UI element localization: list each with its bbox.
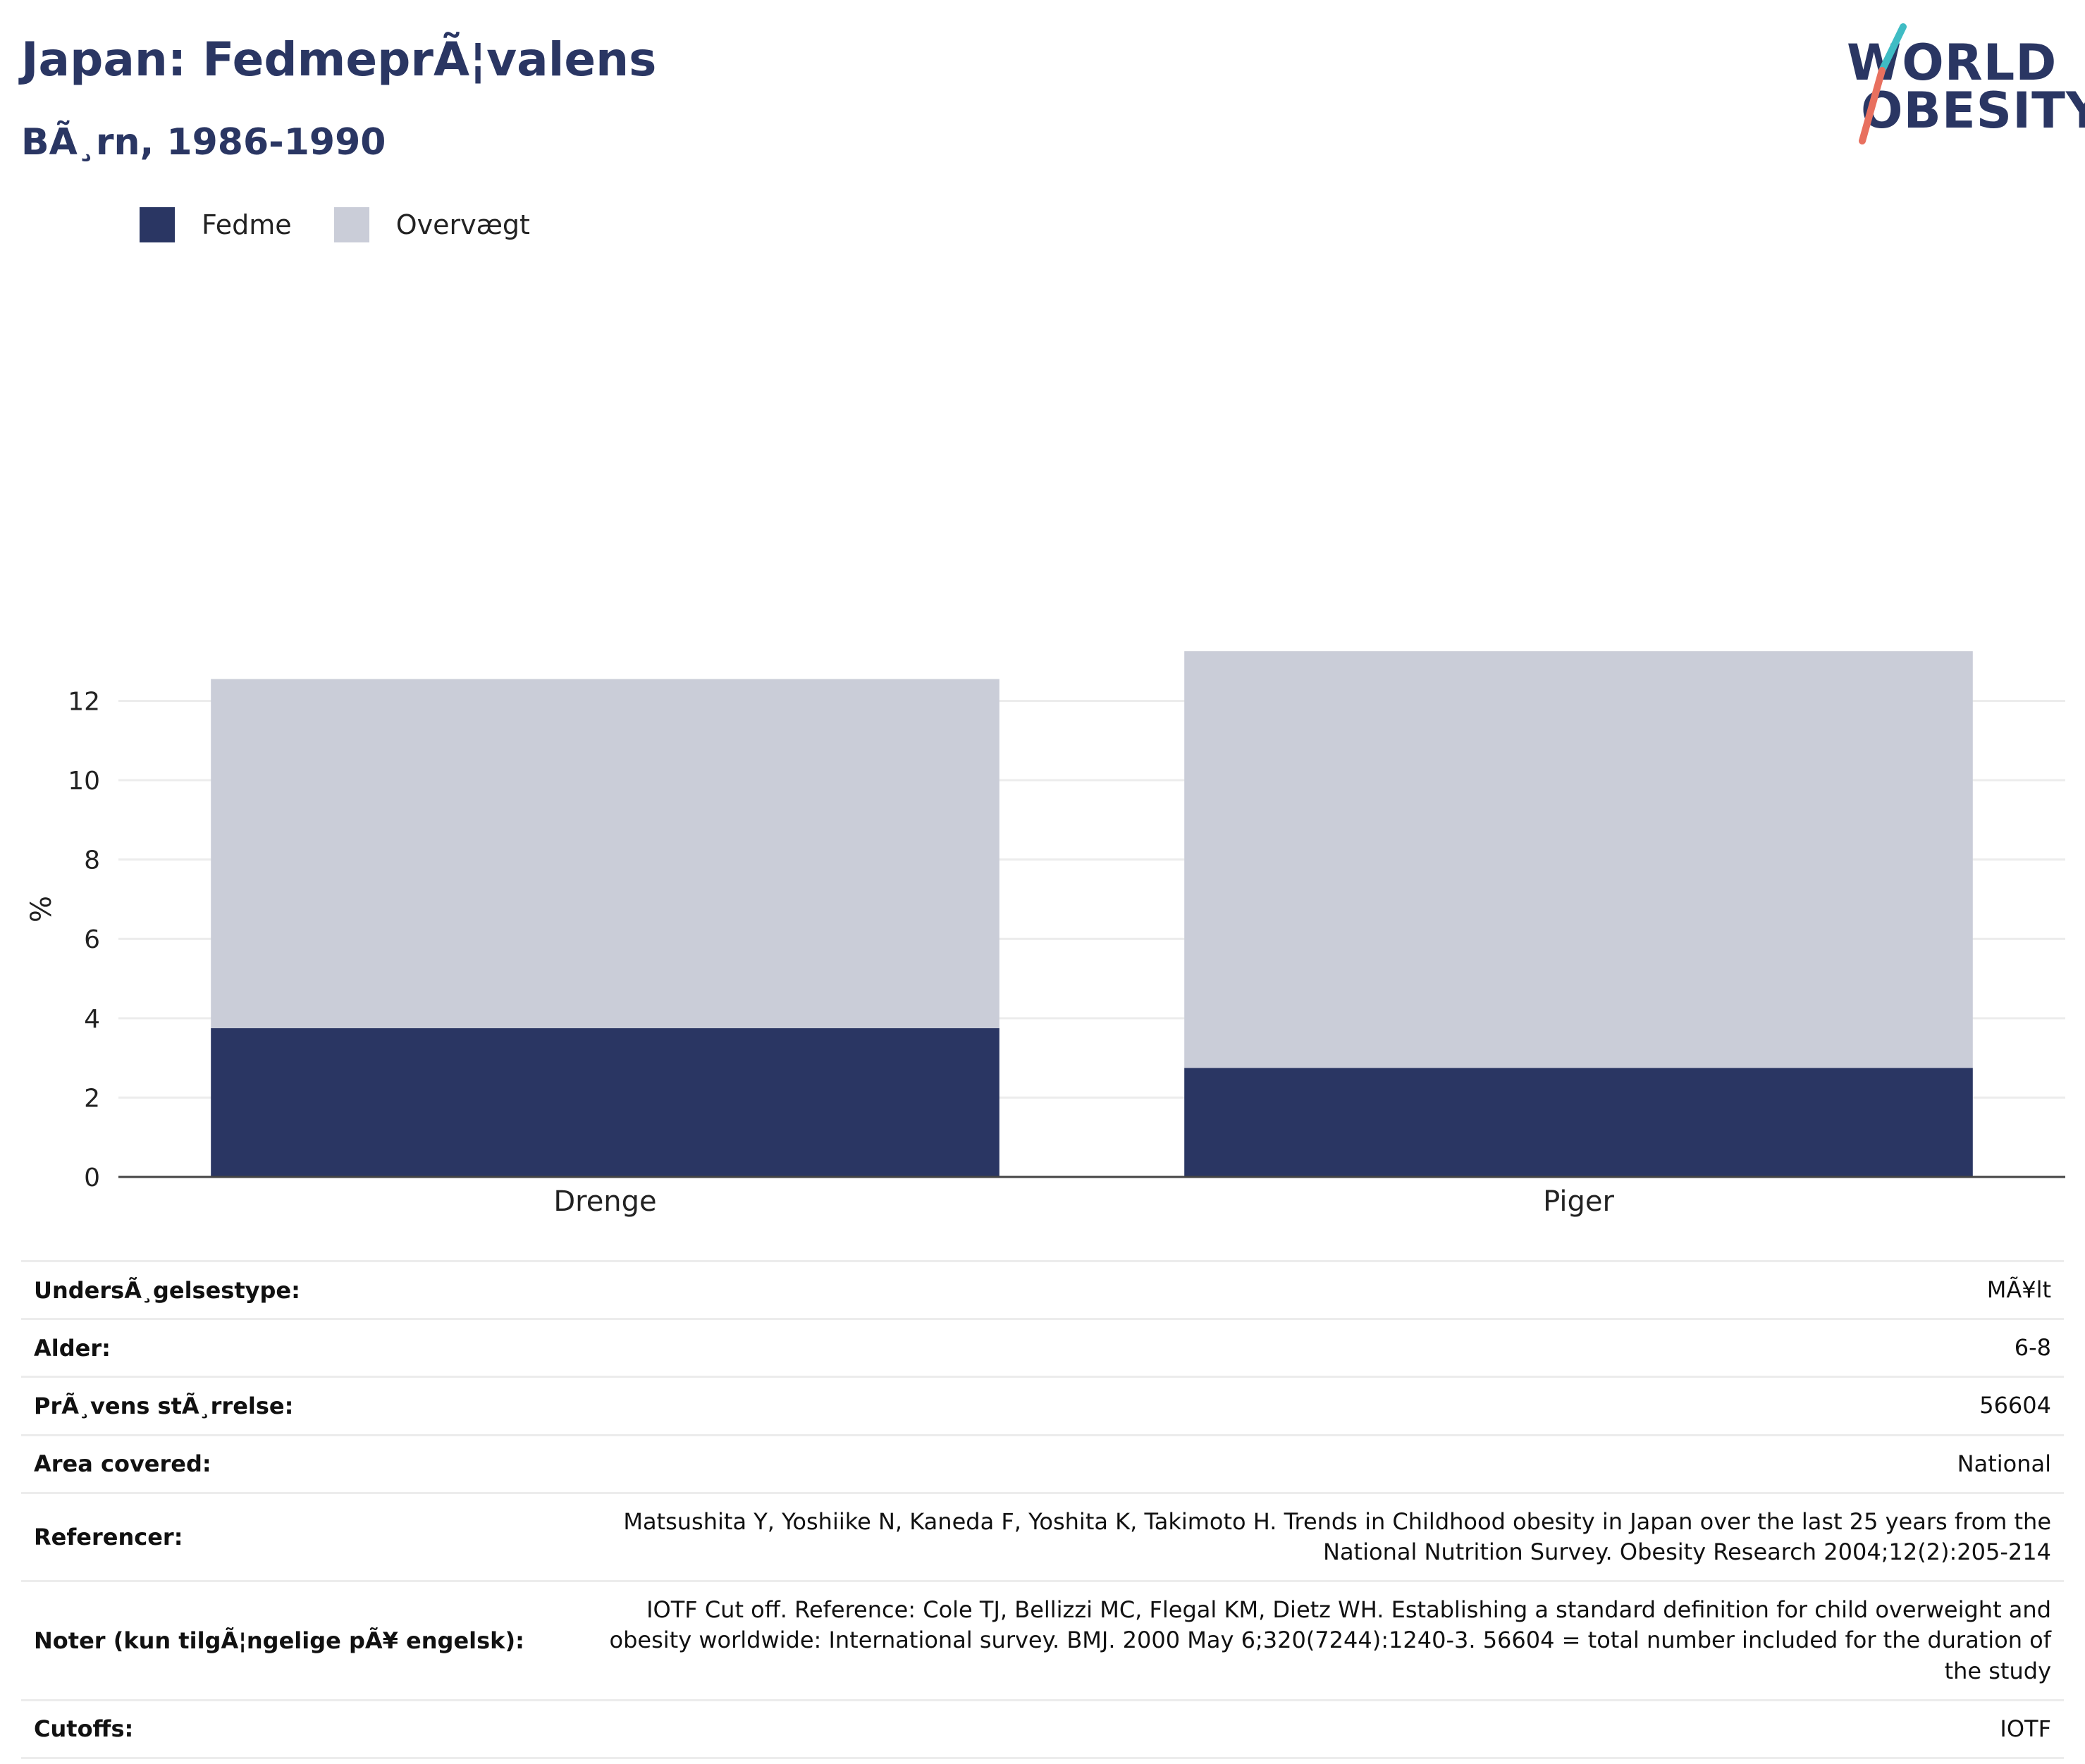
info-label: UndersÃ¸gelsestype:	[34, 1276, 300, 1304]
logo-slash-icon	[1859, 23, 1907, 144]
bar-overvaegt-drenge	[211, 679, 1000, 1028]
legend-label-fedme: Fedme	[202, 209, 292, 240]
y-tick-label: 8	[84, 846, 100, 875]
study-info-table: UndersÃ¸gelsestype: MÃ¥lt Alder: 6-8 PrÃ¸ven…	[21, 1260, 2064, 1759]
y-tick-label: 4	[84, 1005, 100, 1034]
info-row: Cutoffs: IOTF	[21, 1701, 2064, 1759]
info-value: Matsushita Y, Yoshiike N, Kaneda F, Yosh…	[623, 1507, 2051, 1565]
y-tick-label: 6	[84, 925, 100, 954]
info-label: PrÃ¸vens stÃ¸rrelse:	[34, 1392, 294, 1419]
info-value: IOTF Cut off. Reference: Cole TJ, Belliz…	[609, 1596, 2051, 1684]
info-row: UndersÃ¸gelsestype: MÃ¥lt	[21, 1260, 2064, 1321]
legend-item-overvaegt[interactable]: Overvægt	[333, 207, 530, 242]
x-tick-label: Piger	[1543, 1185, 1614, 1218]
y-tick-label: 10	[68, 767, 100, 796]
info-value: IOTF	[2000, 1715, 2051, 1742]
legend-swatch-overvaegt	[333, 207, 369, 242]
x-tick-label: Drenge	[553, 1185, 656, 1218]
info-value: 6-8	[2014, 1334, 2051, 1362]
info-row: Noter (kun tilgÃ¦ngelige pÃ¥ engelsk): IO…	[21, 1582, 2064, 1701]
info-label: Cutoffs:	[34, 1715, 134, 1743]
page-title: Japan: FedmeprÃ¦valens	[21, 32, 657, 87]
info-label: Referencer:	[34, 1523, 183, 1550]
info-row: PrÃ¸vens stÃ¸rrelse: 56604	[21, 1378, 2064, 1436]
legend-swatch-fedme	[140, 207, 175, 242]
chart-legend: Fedme Overvægt	[140, 207, 572, 242]
y-tick-label: 2	[84, 1084, 100, 1113]
info-row: Alder: 6-8	[21, 1320, 2064, 1378]
info-value: 56604	[1979, 1392, 2051, 1419]
world-obesity-logo: WORLD OBESITY	[1833, 21, 2085, 148]
y-tick-label: 12	[68, 687, 100, 716]
legend-item-fedme[interactable]: Fedme	[140, 207, 292, 242]
info-label: Noter (kun tilgÃ¦ngelige pÃ¥ engelsk):	[34, 1627, 524, 1654]
stacked-bar-chart: 0 2 4 6 8 10 12% Drenge Piger	[25, 651, 2065, 1218]
y-tick-label: 0	[84, 1164, 100, 1192]
info-label: Area covered:	[34, 1450, 211, 1478]
info-label: Alder:	[34, 1334, 111, 1362]
bar-fedme-piger	[1184, 1068, 1973, 1177]
info-row: Referencer: Matsushita Y, Yoshiike N, Kan…	[21, 1494, 2064, 1583]
y-axis-label: %	[25, 896, 58, 923]
info-value: MÃ¥lt	[1986, 1276, 2051, 1303]
bar-fedme-drenge	[211, 1028, 1000, 1177]
info-value: National	[1957, 1450, 2051, 1477]
page-subtitle: BÃ¸rn, 1986-1990	[21, 121, 386, 164]
logo-word-obesity: OBESITY	[1861, 82, 2085, 140]
legend-label-overvaegt: Overvægt	[395, 209, 530, 240]
bar-overvaegt-piger	[1184, 651, 1973, 1068]
info-row: Area covered: National	[21, 1436, 2064, 1494]
